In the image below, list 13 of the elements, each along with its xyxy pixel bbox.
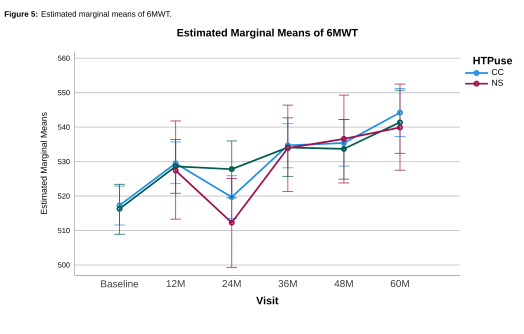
y-axis-title: Estimated Marginal Means: [40, 112, 49, 214]
x-tick-label: 60M: [390, 280, 409, 288]
legend-label: NS: [492, 80, 504, 86]
x-axis-title: Visit: [256, 296, 278, 304]
x-tick-label: 12M: [166, 280, 185, 288]
x-tick-label: 36M: [278, 280, 297, 288]
legend-title: HTPuse: [473, 56, 512, 64]
legend-label: CC: [492, 68, 504, 76]
x-tick-label: 24M: [222, 280, 241, 288]
x-tick-label: 48M: [334, 280, 353, 288]
x-tick-label: Baseline: [101, 280, 138, 288]
chart-title: Estimated Marginal Means of 6MWT: [177, 28, 358, 39]
text: Figure 5: Estimated marginal means of 6MWT.: [4, 10, 171, 18]
